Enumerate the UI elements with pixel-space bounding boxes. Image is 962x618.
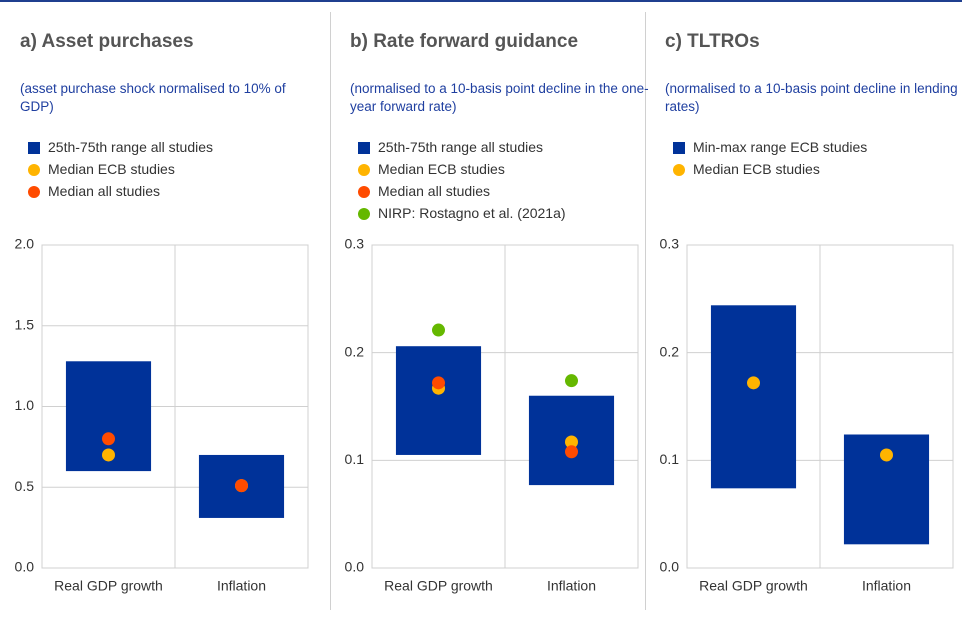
separator bbox=[330, 12, 331, 610]
median-dot bbox=[432, 323, 445, 337]
legend-label: Median ECB studies bbox=[693, 161, 820, 177]
y-tick-label: 0.1 bbox=[660, 451, 680, 467]
median-dot bbox=[102, 432, 115, 446]
panel-subtitle: (normalised to a 10-basis point decline … bbox=[665, 81, 958, 114]
legend-label: NIRP: Rostagno et al. (2021a) bbox=[378, 205, 566, 221]
legend-dot bbox=[358, 164, 370, 176]
median-dot bbox=[565, 435, 578, 449]
panel-title: c) TLTROs bbox=[665, 31, 760, 52]
legend-dot bbox=[358, 186, 370, 198]
legend-label: Median all studies bbox=[378, 183, 491, 199]
y-tick-label: 0.3 bbox=[345, 236, 365, 252]
legend-dot bbox=[358, 208, 370, 220]
panel-subtitle: (normalised to a 10-basis point decline … bbox=[350, 81, 649, 114]
x-tick-label: Inflation bbox=[547, 578, 596, 594]
legend-swatch bbox=[358, 142, 370, 154]
y-tick-label: 0.3 bbox=[660, 236, 680, 252]
panel-title: b) Rate forward guidance bbox=[350, 31, 579, 52]
legend-label: Median ECB studies bbox=[378, 161, 505, 177]
legend-dot bbox=[673, 164, 685, 176]
legend-label: Min-max range ECB studies bbox=[693, 139, 868, 155]
median-dot bbox=[432, 376, 445, 390]
x-tick-label: Real GDP growth bbox=[384, 578, 493, 594]
legend-label: Median ECB studies bbox=[48, 161, 175, 177]
y-tick-label: 0.2 bbox=[345, 343, 365, 359]
median-dot bbox=[565, 445, 578, 459]
legend-swatch bbox=[28, 142, 40, 154]
y-tick-label: 0.2 bbox=[660, 343, 680, 359]
y-tick-label: 2.0 bbox=[15, 236, 35, 252]
y-tick-label: 0.0 bbox=[660, 559, 680, 575]
x-tick-label: Inflation bbox=[862, 578, 911, 594]
x-tick-label: Real GDP growth bbox=[54, 578, 163, 594]
y-tick-label: 1.5 bbox=[15, 316, 35, 332]
separator bbox=[645, 12, 646, 610]
legend-label: 25th-75th range all studies bbox=[48, 139, 213, 155]
y-tick-label: 1.0 bbox=[15, 397, 35, 413]
legend-swatch bbox=[673, 142, 685, 154]
median-dot bbox=[880, 448, 893, 462]
range-box bbox=[395, 346, 482, 455]
y-tick-label: 0.0 bbox=[345, 559, 365, 575]
y-tick-label: 0.5 bbox=[15, 478, 35, 494]
median-dot bbox=[102, 448, 115, 462]
panel-title: a) Asset purchases bbox=[20, 31, 194, 52]
legend-label: Median all studies bbox=[48, 183, 161, 199]
legend-dot bbox=[28, 186, 40, 198]
median-dot bbox=[565, 374, 578, 388]
range-box bbox=[710, 305, 797, 489]
panel-subtitle: (asset purchase shock normalised to 10% … bbox=[20, 81, 286, 114]
x-tick-label: Real GDP growth bbox=[699, 578, 808, 594]
y-tick-label: 0.0 bbox=[15, 559, 35, 575]
median-dot bbox=[235, 479, 248, 493]
x-tick-label: Inflation bbox=[217, 578, 266, 594]
top-rule bbox=[0, 0, 962, 2]
median-dot bbox=[747, 376, 760, 390]
legend-dot bbox=[28, 164, 40, 176]
legend-label: 25th-75th range all studies bbox=[378, 139, 543, 155]
y-tick-label: 0.1 bbox=[345, 451, 365, 467]
